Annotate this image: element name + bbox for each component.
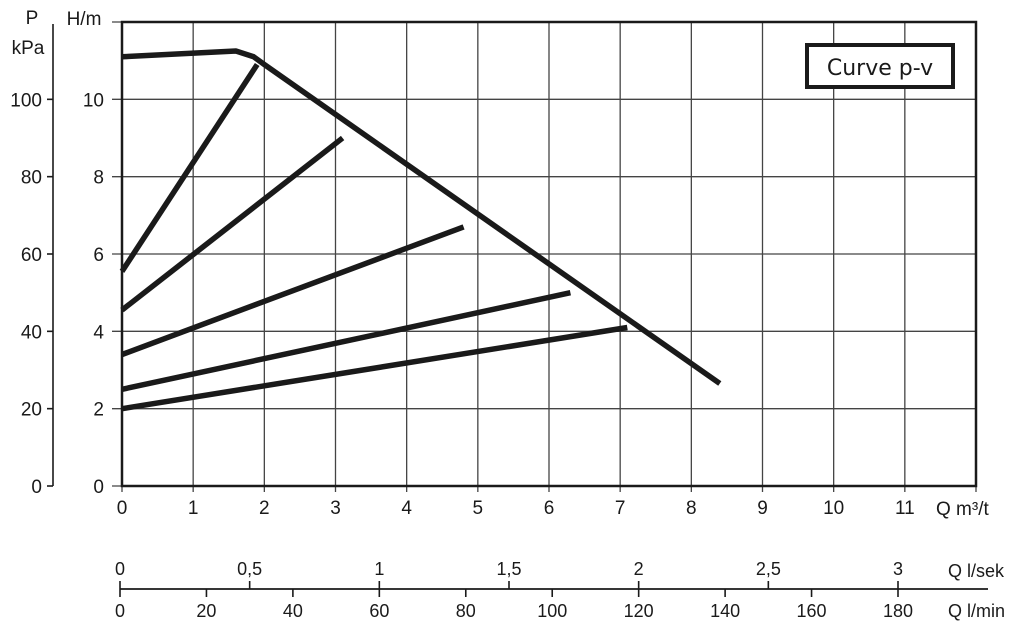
lsek-tick-label: 0 — [115, 559, 125, 579]
p-tick-label: 100 — [10, 90, 42, 111]
x-tick-label: 10 — [823, 498, 844, 519]
legend: Curve p-v — [805, 43, 955, 89]
plot-frame — [120, 20, 978, 488]
p-tick-label: 0 — [31, 477, 42, 498]
lmin-tick-label: 20 — [196, 601, 216, 621]
lsek-tick-label: 0,5 — [237, 559, 262, 579]
p-tick-label: 20 — [21, 400, 42, 421]
x-tick-label: 1 — [188, 498, 199, 519]
lmin-tick-label: 80 — [456, 601, 476, 621]
lsek-tick-label: 2,5 — [756, 559, 781, 579]
lsek-tick-label: 2 — [634, 559, 644, 579]
p-tick-label: 80 — [21, 168, 42, 189]
lmin-tick-label: 60 — [369, 601, 389, 621]
lsek-tick-label: 1 — [374, 559, 384, 579]
kpa-axis-label: kPa — [12, 38, 45, 59]
lsek-axis-label: Q l/sek — [948, 561, 1005, 581]
x-tick-label: 8 — [686, 498, 697, 519]
x-tick-label: 2 — [259, 498, 270, 519]
y-tick-label: 0 — [93, 477, 104, 498]
lmin-axis-label: Q l/min — [948, 601, 1005, 621]
lmin-tick-label: 180 — [883, 601, 913, 621]
y-axis-label: H/m — [67, 9, 102, 30]
x-tick-label: 11 — [895, 498, 915, 519]
legend-label: Curve p-v — [827, 56, 933, 81]
x-tick-label: 9 — [757, 498, 768, 519]
x-tick-label: 0 — [117, 498, 128, 519]
curve-line — [121, 290, 571, 392]
y-tick-label: 2 — [93, 400, 104, 421]
x-tick-label: 4 — [401, 498, 412, 519]
x-tick-label: 3 — [330, 498, 341, 519]
lsek-tick-label: 3 — [893, 559, 903, 579]
curve-line — [121, 48, 722, 386]
p-tick-label: 40 — [21, 322, 42, 343]
lmin-tick-label: 140 — [710, 601, 740, 621]
y-tick-label: 6 — [93, 245, 104, 266]
y-tick-label: 8 — [93, 168, 104, 189]
x-tick-label: 7 — [615, 498, 626, 519]
lmin-tick-label: 100 — [537, 601, 567, 621]
x-tick-label: 5 — [473, 498, 484, 519]
curve-line — [121, 324, 628, 412]
lmin-tick-label: 40 — [283, 601, 303, 621]
p-axis-label: P — [26, 8, 39, 29]
curve-line — [119, 62, 260, 273]
y-tick-label: 10 — [83, 90, 104, 111]
curve-line — [121, 224, 465, 358]
p-tick-label: 60 — [21, 245, 42, 266]
curve-line — [120, 135, 345, 313]
lmin-tick-label: 120 — [624, 601, 654, 621]
lsek-tick-label: 1,5 — [496, 559, 521, 579]
x-tick-label: 6 — [544, 498, 555, 519]
series-group — [119, 48, 722, 412]
lmin-tick-label: 160 — [797, 601, 827, 621]
y-tick-label: 4 — [93, 322, 104, 343]
x-axis-label: Q m³/t — [936, 499, 989, 520]
lmin-tick-label: 0 — [115, 601, 125, 621]
